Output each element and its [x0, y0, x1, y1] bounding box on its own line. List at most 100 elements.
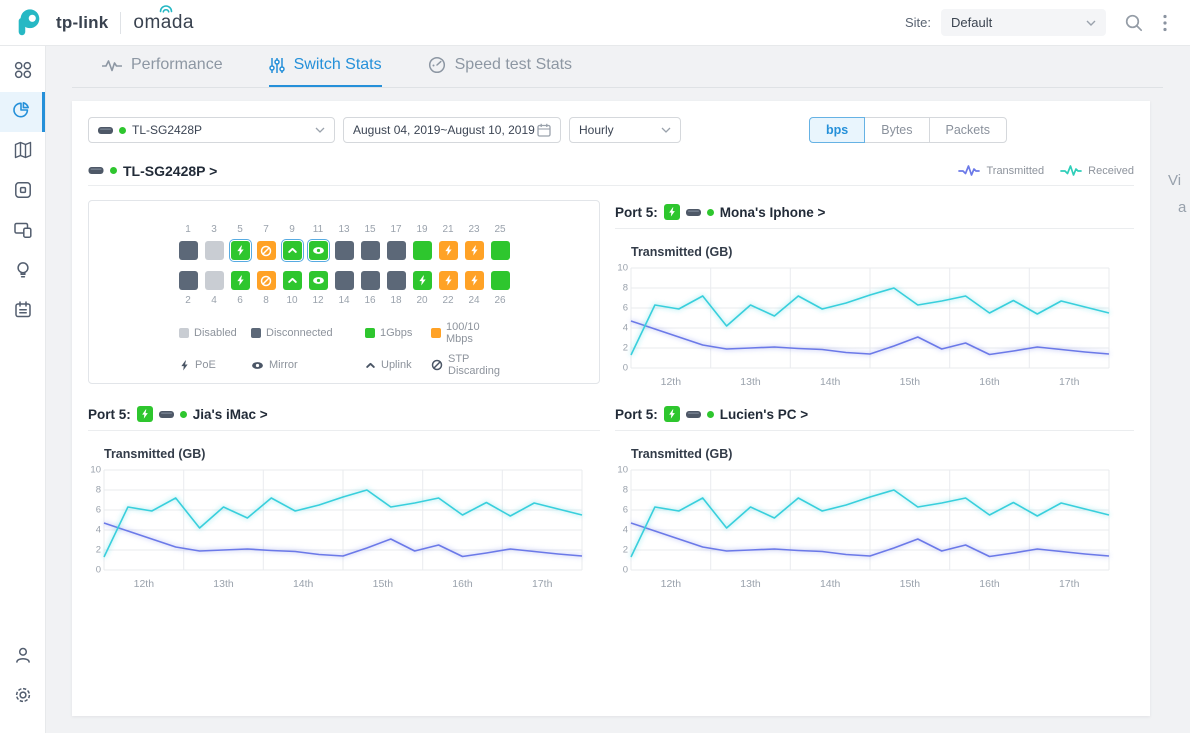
sidebar-item-statistics[interactable] [0, 92, 45, 132]
x-axis-labels: 12th 13th 14th 15th 16th 17th [631, 578, 1109, 590]
port-column: 19 20 [412, 223, 432, 308]
port-22[interactable] [438, 271, 458, 290]
status-dot [706, 208, 714, 216]
x-tick-label: 16th [452, 578, 473, 590]
port-14[interactable] [334, 271, 354, 290]
port-26[interactable] [490, 271, 510, 290]
chart-plot-row: 0 2 4 6 8 10 [88, 465, 600, 576]
y-tick-label: 10 [617, 464, 628, 476]
switch-device-icon [158, 410, 174, 418]
line-chart-plot [629, 267, 1110, 369]
port-number-11: 11 [312, 224, 324, 235]
port-number-24: 24 [468, 295, 480, 306]
port-number-21: 21 [442, 224, 454, 235]
sidebar-item-devices[interactable] [0, 172, 45, 212]
port-5[interactable] [228, 238, 252, 263]
unit-bps-button[interactable]: bps [809, 117, 866, 143]
port-1[interactable] [178, 241, 198, 260]
date-range-picker[interactable]: August 04, 2019~August 10, 2019 [343, 117, 561, 143]
client-link[interactable]: Lucien's PC > [719, 406, 809, 422]
port-20[interactable] [412, 271, 432, 290]
sidebar-spacer [0, 332, 45, 637]
tab-performance[interactable]: Performance [102, 45, 223, 87]
legend-label: 1Gbps [380, 327, 413, 339]
port-number-10: 10 [286, 295, 298, 306]
site-select[interactable]: Default [941, 9, 1106, 36]
product-logo: omada [133, 4, 194, 34]
chart-title: Transmitted (GB) [631, 447, 733, 461]
port-25[interactable] [490, 241, 510, 260]
port-number-23: 23 [468, 224, 480, 235]
sidebar-item-dashboard[interactable] [0, 52, 45, 92]
port-number-7: 7 [263, 224, 269, 235]
client-link[interactable]: Jia's iMac > [192, 406, 268, 422]
port-9[interactable] [280, 238, 304, 263]
port-10[interactable] [282, 271, 302, 290]
x-tick-label: 16th [979, 578, 1000, 590]
port-column: 13 14 [334, 223, 354, 308]
port-2[interactable] [178, 271, 198, 290]
unit-packets-button[interactable]: Packets [928, 117, 1007, 143]
port-legend-item: 1Gbps [365, 321, 431, 345]
port-21[interactable] [438, 241, 458, 260]
y-tick-label: 4 [622, 322, 628, 334]
port-11[interactable] [306, 238, 330, 263]
port-13[interactable] [334, 241, 354, 260]
section-header: Port 5: Lucien's PC > [615, 402, 1134, 426]
port-number-25: 25 [494, 224, 506, 235]
search-icon[interactable] [1124, 13, 1144, 33]
port-number-8: 8 [263, 295, 269, 306]
port-3[interactable] [204, 241, 224, 260]
port-12[interactable] [308, 271, 328, 290]
port-legend-item: Mirror [251, 353, 365, 377]
sidebar-item-settings[interactable] [0, 677, 45, 717]
x-tick-label: 15th [899, 376, 921, 388]
sliders-icon [268, 57, 285, 73]
device-select[interactable]: TL-SG2428P [88, 117, 335, 143]
port-number-13: 13 [338, 224, 350, 235]
lightbulb-icon [13, 260, 33, 285]
log-icon [13, 300, 33, 325]
kebab-menu-icon[interactable] [1162, 13, 1168, 33]
x-tick-label: 17th [1058, 578, 1080, 590]
poe-port-icon [663, 204, 680, 220]
y-tick-label: 6 [95, 504, 101, 516]
x-axis-labels: 12th 13th 14th 15th 16th 17th [631, 376, 1109, 388]
port-column: 15 16 [360, 223, 380, 308]
port-24[interactable] [464, 271, 484, 290]
sidebar-item-clients[interactable] [0, 212, 45, 252]
port-23[interactable] [464, 241, 484, 260]
port-7[interactable] [256, 241, 276, 260]
port-legend-item: STP Discarding [431, 353, 509, 377]
port-16[interactable] [360, 271, 380, 290]
port-legend: Disabled Disconnected 1Gbps 100/10 Mbps PoE M… [179, 321, 509, 377]
y-axis-labels: 0 2 4 6 8 10 [615, 465, 631, 576]
unit-bytes-button[interactable]: Bytes [864, 117, 930, 143]
sidebar-item-log[interactable] [0, 292, 45, 332]
sidebar-item-account[interactable] [0, 637, 45, 677]
y-tick-label: 10 [617, 262, 628, 274]
y-tick-label: 8 [95, 484, 101, 496]
legend-received-label: Received [1088, 164, 1134, 177]
device-icon [13, 180, 33, 205]
chart-jia: Transmitted (GB) 0 2 4 6 8 10 12th 13th 14th 15t… [88, 447, 600, 590]
port-6[interactable] [230, 271, 250, 290]
switch-title-link[interactable]: TL-SG2428P > [88, 163, 217, 179]
client-link[interactable]: Mona's Iphone > [719, 204, 826, 220]
switch-device-icon [98, 126, 113, 134]
port-8[interactable] [256, 271, 276, 290]
interval-select[interactable]: Hourly [569, 117, 681, 143]
tab-speed-test-stats[interactable]: Speed test Stats [428, 45, 572, 87]
unit-toggle-group: bps Bytes Packets [809, 117, 1007, 143]
port-number-1: 1 [185, 224, 191, 235]
chart-plot-row: 0 2 4 6 8 10 [615, 465, 1134, 576]
sidebar-item-insight[interactable] [0, 252, 45, 292]
port-4[interactable] [204, 271, 224, 290]
port-18[interactable] [386, 271, 406, 290]
sidebar-item-map[interactable] [0, 132, 45, 172]
port-19[interactable] [412, 241, 432, 260]
port-15[interactable] [360, 241, 380, 260]
port-17[interactable] [386, 241, 406, 260]
tab-switch-stats[interactable]: Switch Stats [268, 45, 382, 87]
